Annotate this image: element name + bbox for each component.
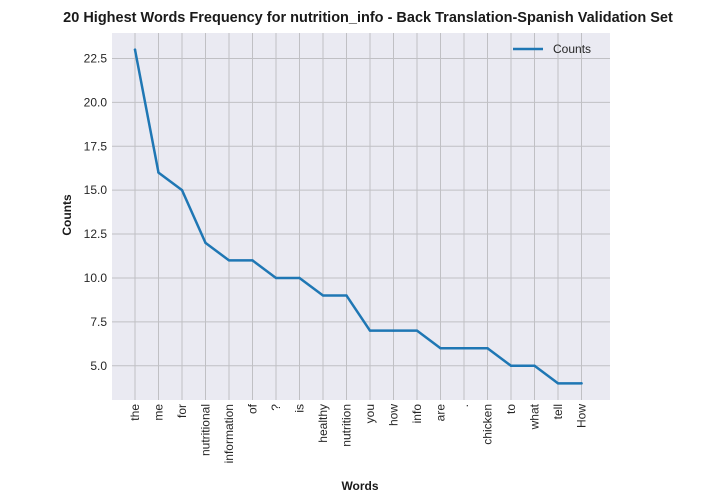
- data-point: [439, 346, 442, 350]
- data-point: [345, 294, 348, 297]
- legend-label: Counts: [553, 42, 591, 56]
- data-point: [415, 329, 419, 332]
- data-point: [580, 382, 583, 385]
- x-tick-label: of: [246, 403, 260, 414]
- y-tick-label: 17.5: [84, 139, 108, 153]
- y-tick-label: 22.5: [84, 51, 108, 65]
- data-point: [227, 259, 231, 262]
- x-tick-label: the: [128, 404, 142, 421]
- x-tick-label: .: [457, 404, 471, 407]
- y-tick-label: 10.0: [84, 271, 108, 285]
- x-tick-label: How: [575, 404, 589, 428]
- data-point: [392, 329, 395, 332]
- x-tick-label: nutritional: [199, 404, 213, 456]
- plot-area: [112, 33, 610, 400]
- data-point: [533, 364, 536, 367]
- y-tick-label: 7.5: [90, 315, 107, 329]
- x-tick-label: are: [434, 404, 448, 422]
- x-tick-label: to: [504, 404, 518, 414]
- y-tick-label: 12.5: [84, 227, 108, 241]
- x-tick-label: is: [293, 404, 307, 413]
- x-tick-label: you: [363, 404, 377, 423]
- chart-title: 20 Highest Words Frequency for nutrition…: [63, 10, 673, 26]
- legend: Counts: [513, 42, 591, 56]
- x-tick-label: information: [222, 404, 236, 463]
- data-point: [251, 259, 254, 262]
- x-tick-label: tell: [551, 404, 565, 419]
- x-tick-label: ?: [269, 404, 283, 411]
- data-point: [274, 276, 278, 280]
- x-tick-label: for: [175, 404, 189, 418]
- y-tick-label: 5.0: [90, 359, 107, 373]
- grid: [112, 33, 610, 400]
- data-point: [157, 171, 160, 174]
- y-axis-label: Counts: [60, 194, 74, 236]
- y-axis-ticks: 5.0 7.5 10.0 12.5 15.0 17.5 20.0 22.5: [84, 51, 108, 372]
- data-point: [321, 294, 325, 297]
- y-tick-label: 15.0: [84, 183, 108, 197]
- x-axis-label: Words: [341, 479, 378, 493]
- data-point: [368, 329, 372, 332]
- x-tick-label: me: [152, 404, 166, 421]
- data-point: [509, 364, 513, 367]
- data-point: [556, 382, 560, 385]
- series-line-counts: [133, 48, 583, 385]
- y-tick-label: 20.0: [84, 95, 108, 109]
- data-point: [133, 48, 137, 51]
- x-tick-label: healthy: [316, 404, 330, 443]
- x-tick-label: what: [528, 403, 542, 430]
- data-point: [486, 346, 489, 350]
- x-tick-label: info: [410, 404, 424, 424]
- data-point: [298, 276, 301, 280]
- x-tick-label: chicken: [481, 404, 495, 445]
- x-tick-label: nutrition: [340, 404, 354, 447]
- series-points: [133, 48, 583, 385]
- data-point: [180, 188, 184, 192]
- data-point: [462, 346, 466, 350]
- x-axis-ticks: the me for nutritional information of? is healt…: [128, 403, 589, 463]
- x-tick-label: how: [387, 404, 401, 426]
- data-point: [204, 241, 207, 245]
